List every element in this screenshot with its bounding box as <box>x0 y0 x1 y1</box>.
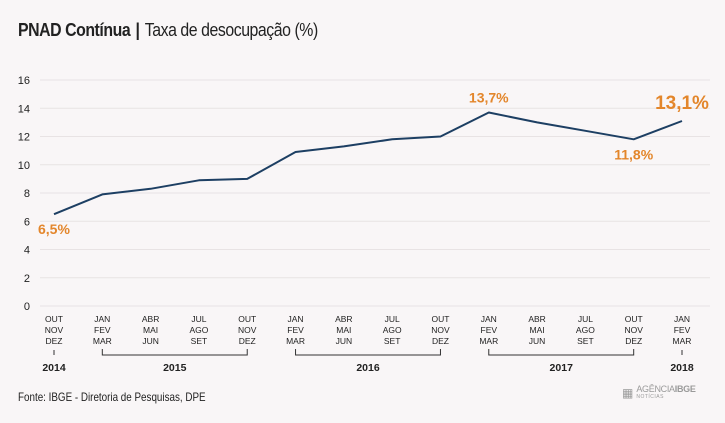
year-label: 2015 <box>163 362 187 374</box>
year-label: 2018 <box>670 362 694 374</box>
x-tick-label: NOV <box>238 325 257 335</box>
series-line <box>53 111 683 216</box>
brazil-map-icon: ▦ <box>622 386 634 400</box>
x-tick-label: JAN <box>94 314 110 324</box>
x-tick-label: JUL <box>191 314 206 324</box>
year-bracket <box>488 349 635 356</box>
x-tick-label: JUN <box>142 336 159 346</box>
x-tick-label: DEZ <box>432 336 449 346</box>
chart-title: PNAD Contínua | Taxa de desocupação (%) <box>18 20 318 41</box>
x-tick-label: DEZ <box>239 336 256 346</box>
x-tick-label: FEV <box>674 325 691 335</box>
year-bracket <box>101 349 248 356</box>
x-tick-label: OUT <box>238 314 256 324</box>
x-tick-label: MAR <box>286 336 305 346</box>
y-tick-label: 2 <box>24 273 30 285</box>
x-tick-label: FEV <box>287 325 304 335</box>
x-tick-label: JUN <box>529 336 546 346</box>
data-annotations: 6,5% 13,7% 11,8% 13,1% <box>38 89 709 237</box>
x-tick-label: JAN <box>288 314 304 324</box>
x-tick-label: ABR <box>142 314 159 324</box>
y-tick-label: 12 <box>18 132 30 144</box>
logo-name-bold: IBGE <box>674 384 696 394</box>
x-tick-label: JAN <box>674 314 690 324</box>
data-label: 6,5% <box>38 221 70 237</box>
y-tick-label: 0 <box>24 301 30 313</box>
x-tick-label: ABR <box>335 314 352 324</box>
y-tick-label: 8 <box>24 188 30 200</box>
data-label: 13,7% <box>469 89 509 105</box>
title-separator: | <box>135 20 140 40</box>
year-groups: 2014 2015 2016 2017 2018 <box>42 349 694 374</box>
x-tick-label: DEZ <box>46 336 63 346</box>
x-tick-label: FEV <box>481 325 498 335</box>
x-tick-label: JAN <box>481 314 497 324</box>
x-tick-label: JUL <box>385 314 400 324</box>
y-tick-label: 6 <box>24 216 30 228</box>
x-tick-label: OUT <box>45 314 63 324</box>
x-tick-label: NOV <box>431 325 450 335</box>
x-tick-label: MAI <box>336 325 351 335</box>
grid-lines <box>40 79 710 307</box>
logo-subtitle: NOTÍCIAS <box>636 394 664 400</box>
x-tick-label: MAR <box>673 336 692 346</box>
title-subtitle: Taxa de desocupação (%) <box>144 20 318 40</box>
year-label: 2017 <box>550 362 574 374</box>
y-tick-label: 4 <box>24 245 30 257</box>
y-tick-label: 16 <box>18 75 30 87</box>
source-note: Fonte: IBGE - Diretoria de Pesquisas, DP… <box>18 390 206 404</box>
y-tick-label: 14 <box>18 103 30 115</box>
x-axis-ticks: OUTNOVDEZJANFEVMARABRMAIJUNJULAGOSETOUTN… <box>45 314 692 346</box>
year-label: 2014 <box>42 362 66 374</box>
x-tick-label: NOV <box>624 325 643 335</box>
data-label: 11,8% <box>614 146 653 162</box>
x-tick-label: MAR <box>479 336 498 346</box>
x-tick-label: ABR <box>528 314 545 324</box>
x-tick-label: AGO <box>576 325 595 335</box>
agencia-ibge-logo: ▦ AGÊNCIAIBGE NOTÍCIAS <box>622 385 696 401</box>
year-label: 2016 <box>356 362 380 374</box>
x-tick-label: JUL <box>578 314 593 324</box>
x-tick-label: DEZ <box>625 336 642 346</box>
x-tick-label: MAR <box>93 336 112 346</box>
y-tick-label: 10 <box>18 160 30 172</box>
x-tick-label: OUT <box>625 314 643 324</box>
x-tick-label: AGO <box>189 325 208 335</box>
logo-name: AGÊNCIA <box>636 384 675 394</box>
x-tick-label: SET <box>191 336 208 346</box>
x-tick-label: OUT <box>431 314 449 324</box>
x-tick-label: AGO <box>383 325 402 335</box>
x-tick-label: JUN <box>336 336 353 346</box>
title-main: PNAD Contínua <box>18 20 131 40</box>
year-bracket <box>295 349 441 356</box>
x-tick-label: MAI <box>530 325 545 335</box>
x-tick-label: SET <box>577 336 594 346</box>
x-tick-label: FEV <box>94 325 111 335</box>
x-tick-label: MAI <box>143 325 158 335</box>
x-tick-label: SET <box>384 336 401 346</box>
data-label: 13,1% <box>655 93 709 114</box>
y-axis-ticks: 0 2 4 6 8 10 12 14 16 <box>18 75 30 313</box>
x-tick-label: NOV <box>45 325 64 335</box>
